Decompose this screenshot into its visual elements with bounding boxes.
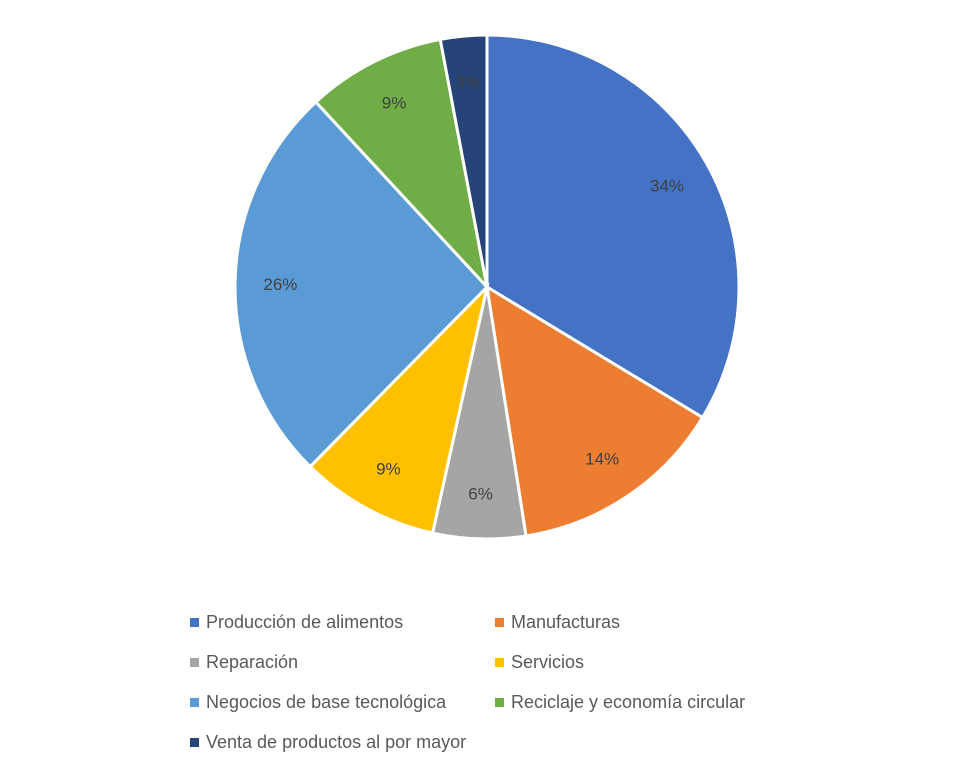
pie-slice-reciclaje-y-economia-circular xyxy=(313,37,490,292)
legend-label: Producción de alimentos xyxy=(206,612,404,632)
pie-slice-servicios xyxy=(308,282,490,535)
data-label-servicios: 9% xyxy=(376,460,401,479)
legend-item-reciclaje-y-economia-circular: Reciclaje y economía circular xyxy=(495,692,745,713)
data-label-reparacion: 6% xyxy=(468,485,493,504)
data-label-reciclaje-y-economia-circular: 9% xyxy=(382,93,407,112)
legend-label: Servicios xyxy=(511,652,585,672)
pie-slice-negocios-de-base-tecnologica xyxy=(233,99,490,469)
legend-item-manufacturas: Manufacturas xyxy=(495,612,620,633)
legend-label: Reparación xyxy=(206,652,299,672)
legend-label: Venta de productos al por mayor xyxy=(206,732,467,752)
legend-label: Negocios de base tecnológica xyxy=(206,692,447,712)
data-label-venta-de-productos-al-por-mayor: 3% xyxy=(455,72,480,91)
legend-item-reparacion: Reparación xyxy=(190,652,298,673)
legend-item-produccion-de-alimentos: Producción de alimentos xyxy=(190,612,403,633)
data-label-produccion-de-alimentos: 34% xyxy=(650,177,684,196)
legend-item-servicios: Servicios xyxy=(495,652,584,673)
legend-swatch xyxy=(495,698,504,707)
pie-slice-produccion-de-alimentos xyxy=(485,33,741,420)
legend-label: Manufacturas xyxy=(511,612,621,632)
data-label-negocios-de-base-tecnologica: 26% xyxy=(263,275,297,294)
legend-item-venta-de-productos-al-por-mayor: Venta de productos al por mayor xyxy=(190,732,466,753)
pie-slice-venta-de-productos-al-por-mayor xyxy=(438,33,489,288)
legend-swatch xyxy=(190,738,199,747)
pie-slices xyxy=(233,33,741,541)
pie-chart: 34% 14% 6% 9% 26% 9% 3% xyxy=(233,33,741,541)
legend-swatch xyxy=(495,618,504,627)
legend-swatch xyxy=(495,658,504,667)
pie-data-labels: 34% 14% 6% 9% 26% 9% 3% xyxy=(263,72,684,503)
data-label-manufacturas: 14% xyxy=(585,450,619,469)
pie-slice-manufacturas xyxy=(485,284,705,538)
legend-item-negocios-de-base-tecnologica: Negocios de base tecnológica xyxy=(190,692,446,713)
legend-swatch xyxy=(190,698,199,707)
legend-swatch xyxy=(190,618,199,627)
legend-swatch xyxy=(190,658,199,667)
legend-label: Reciclaje y economía circular xyxy=(511,692,746,712)
